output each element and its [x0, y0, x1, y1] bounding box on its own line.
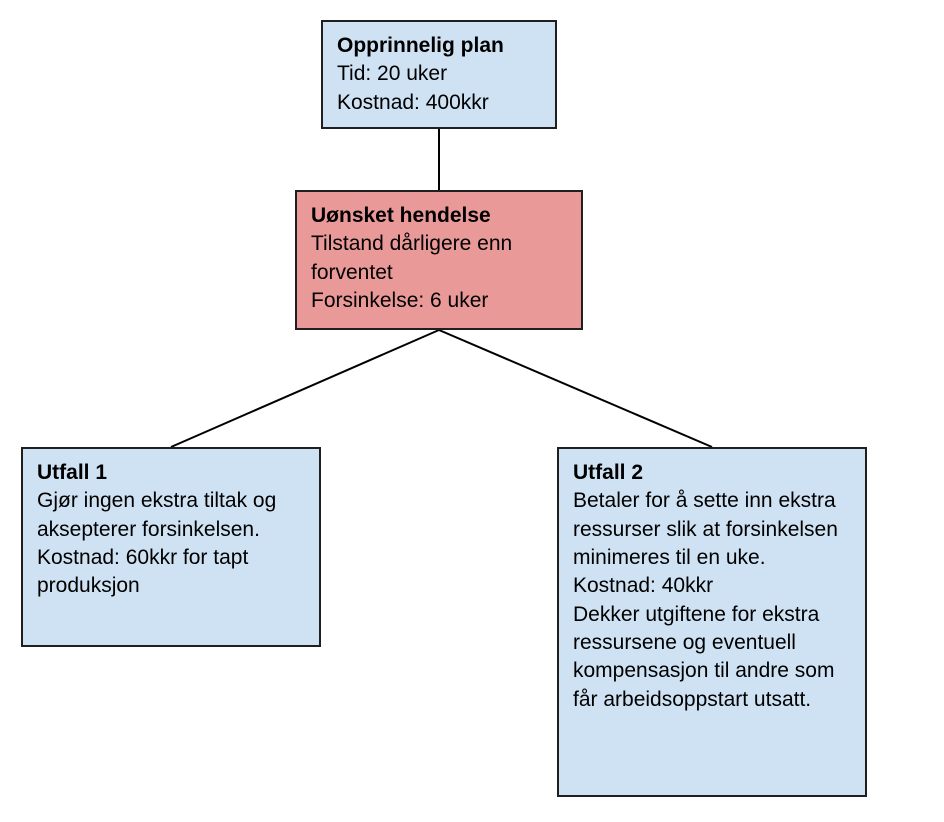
node-out2-title: Utfall 2 [573, 459, 851, 487]
node-out1-body: Gjør ingen ekstra tiltak og aksepterer f… [37, 487, 305, 600]
node-plan-title: Opprinnelig plan [337, 32, 541, 60]
node-out2: Utfall 2 Betaler for å sette inn ekstra … [557, 447, 867, 797]
node-plan: Opprinnelig plan Tid: 20 uker Kostnad: 4… [321, 20, 557, 129]
decision-tree-diagram: Opprinnelig plan Tid: 20 uker Kostnad: 4… [0, 0, 944, 822]
node-event: Uønsket hendelse Tilstand dårligere enn … [295, 190, 583, 330]
node-plan-body: Tid: 20 uker Kostnad: 400kkr [337, 60, 541, 117]
node-out2-body: Betaler for å sette inn ekstra ressurser… [573, 487, 851, 714]
edge-event-out1 [171, 330, 439, 447]
node-event-title: Uønsket hendelse [311, 202, 567, 230]
node-out1: Utfall 1 Gjør ingen ekstra tiltak og aks… [21, 447, 321, 647]
node-out1-title: Utfall 1 [37, 459, 305, 487]
edge-event-out2 [439, 330, 712, 447]
node-event-body: Tilstand dårligere enn forventet Forsink… [311, 230, 567, 315]
